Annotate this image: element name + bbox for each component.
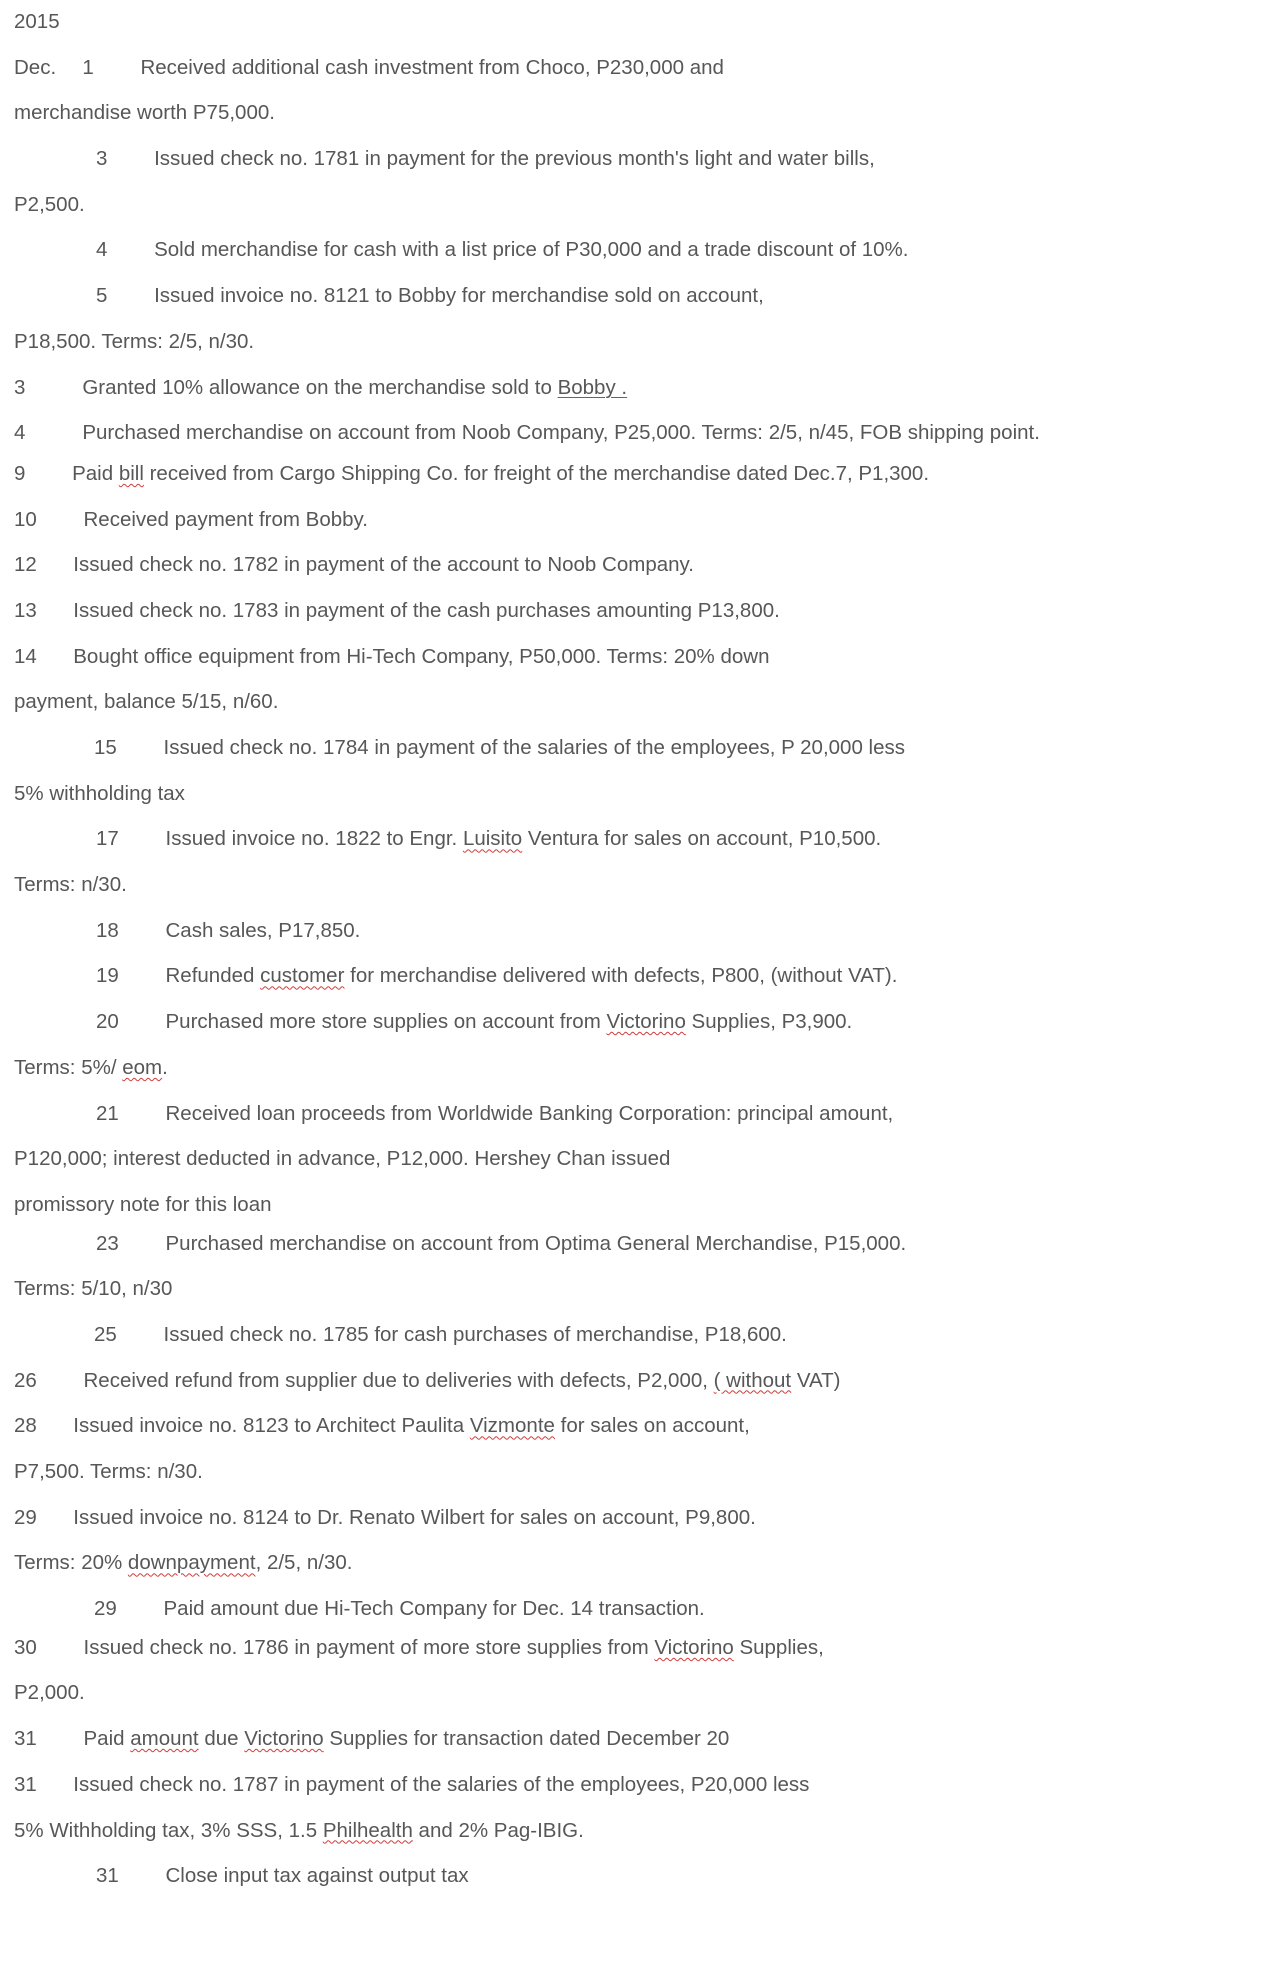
entry-dec20-line1: 20 Purchased more store supplies on acco… (14, 1008, 1254, 1037)
entry-dec15-line2: 5% withholding tax (14, 780, 1254, 809)
entry-dec31d: 31 Close input tax against output tax (14, 1862, 1254, 1891)
entry-dec19-pre: 19 Refunded (96, 964, 260, 987)
entry-dec31c-pre: 5% Withholding tax, 3% SSS, 1.5 (14, 1819, 323, 1842)
entry-dec26-pre: 26 Received refund from supplier due to … (14, 1369, 714, 1392)
entry-dec9: 9 Paid bill received from Cargo Shipping… (14, 460, 1254, 489)
entry-dec20-line2: Terms: 5%/ eom. (14, 1054, 1254, 1083)
entry-dec15-line1: 15 Issued check no. 1784 in payment of t… (14, 734, 1254, 763)
entry-dec3b-pre: 3 Granted 10% allowance on the merchandi… (14, 376, 558, 399)
entry-dec25: 25 Issued check no. 1785 for cash purcha… (14, 1321, 1254, 1350)
entry-dec30-line2: P2,000. (14, 1679, 1254, 1708)
downpayment-underline: downpayment (128, 1551, 256, 1574)
entry-dec10: 10 Received payment from Bobby. (14, 506, 1254, 535)
entry-dec17-line1: 17 Issued invoice no. 1822 to Engr. Luis… (14, 825, 1254, 854)
entry-dec1-line1: Dec. 1 Received additional cash investme… (14, 54, 1254, 83)
entry-dec30-pre: 30 Issued check no. 1786 in payment of m… (14, 1636, 654, 1659)
entry-dec29c: 29 Paid amount due Hi-Tech Company for D… (14, 1595, 1254, 1624)
entry-dec20b-pre: Terms: 5%/ (14, 1056, 122, 1079)
victorino-underline-1: Victorino (606, 1010, 685, 1033)
entry-dec17-post: Ventura for sales on account, P10,500. (522, 827, 881, 850)
luisito-underline: Luisito (463, 827, 522, 850)
entry-dec28-line2: P7,500. Terms: n/30. (14, 1458, 1254, 1487)
entry-dec30-line1: 30 Issued check no. 1786 in payment of m… (14, 1634, 1254, 1663)
entry-dec3-line1: 3 Issued check no. 1781 in payment for t… (14, 145, 1254, 174)
entry-dec18: 18 Cash sales, P17,850. (14, 917, 1254, 946)
victorino-underline-2: Victorino (654, 1636, 733, 1659)
entry-dec20b-post: . (162, 1056, 168, 1079)
entry-dec28-line1: 28 Issued invoice no. 8123 to Architect … (14, 1412, 1254, 1441)
entry-dec9-post: received from Cargo Shipping Co. for fre… (144, 462, 929, 485)
entry-dec5-line1: 5 Issued invoice no. 8121 to Bobby for m… (14, 282, 1254, 311)
vizmonte-underline: Vizmonte (470, 1414, 555, 1437)
entry-dec20-post: Supplies, P3,900. (686, 1010, 852, 1033)
entry-dec28-post: for sales on account, (555, 1414, 750, 1437)
entry-dec3-line2: P2,500. (14, 191, 1254, 220)
entry-dec31a-mid: due (199, 1727, 245, 1750)
eom-underline: eom (122, 1056, 162, 1079)
entry-dec1-line2: merchandise worth P75,000. (14, 99, 1254, 128)
entry-dec31a: 31 Paid amount due Victorino Supplies fo… (14, 1725, 1254, 1754)
entry-dec21-line1: 21 Received loan proceeds from Worldwide… (14, 1100, 1254, 1129)
entry-dec19: 19 Refunded customer for merchandise del… (14, 962, 1254, 991)
entry-dec26-post: VAT) (791, 1369, 840, 1392)
entry-dec23-line2: Terms: 5/10, n/30 (14, 1275, 1254, 1304)
entry-dec29b-post: , 2/5, n/30. (256, 1551, 353, 1574)
entry-dec29b-pre: Terms: 20% (14, 1551, 128, 1574)
entry-dec14-line2: payment, balance 5/15, n/60. (14, 688, 1254, 717)
entry-dec21-line3: promissory note for this loan (14, 1191, 1254, 1220)
entry-dec4: 4 Sold merchandise for cash with a list … (14, 236, 1254, 265)
entry-dec13: 13 Issued check no. 1783 in payment of t… (14, 597, 1254, 626)
entry-dec17-line2: Terms: n/30. (14, 871, 1254, 900)
entry-dec26: 26 Received refund from supplier due to … (14, 1367, 1254, 1396)
entry-dec29-line2: Terms: 20% downpayment, 2/5, n/30. (14, 1549, 1254, 1578)
entry-dec31a-pre: 31 Paid (14, 1727, 130, 1750)
entry-dec12: 12 Issued check no. 1782 in payment of t… (14, 551, 1254, 580)
entry-dec5-line2: P18,500. Terms: 2/5, n/30. (14, 328, 1254, 357)
entry-dec29-line1: 29 Issued invoice no. 8124 to Dr. Renato… (14, 1504, 1254, 1533)
amount-underline: amount (130, 1727, 198, 1750)
entry-dec19-post: for merchandise delivered with defects, … (344, 964, 897, 987)
entry-dec30-post: Supplies, (734, 1636, 824, 1659)
entry-dec14-line1: 14 Bought office equipment from Hi-Tech … (14, 643, 1254, 672)
entry-dec31c: 5% Withholding tax, 3% SSS, 1.5 Philheal… (14, 1817, 1254, 1846)
entry-dec3b: 3 Granted 10% allowance on the merchandi… (14, 374, 1254, 403)
entry-dec31a-post: Supplies for transaction dated December … (324, 1727, 730, 1750)
customer-underline: customer (260, 964, 344, 987)
entry-dec31c-post: and 2% Pag-IBIG. (413, 1819, 584, 1842)
bobby-underline: Bobby . (558, 376, 628, 399)
bill-underline: bill (119, 462, 144, 485)
entry-dec4b: 4 Purchased merchandise on account from … (14, 419, 1254, 448)
philhealth-underline: Philhealth (323, 1819, 413, 1842)
entry-dec23-line1: 23 Purchased merchandise on account from… (14, 1230, 1254, 1259)
entry-dec21-line2: P120,000; interest deducted in advance, … (14, 1145, 1254, 1174)
entry-dec9-pre: 9 Paid (14, 462, 119, 485)
entry-dec20-pre: 20 Purchased more store supplies on acco… (96, 1010, 606, 1033)
year-heading: 2015 (14, 8, 1254, 37)
entry-dec28-pre: 28 Issued invoice no. 8123 to Architect … (14, 1414, 470, 1437)
entry-dec31b: 31 Issued check no. 1787 in payment of t… (14, 1771, 1254, 1800)
victorino-underline-3: Victorino (244, 1727, 323, 1750)
without-underline: ( without (714, 1369, 791, 1392)
entry-dec17-pre: 17 Issued invoice no. 1822 to Engr. (96, 827, 463, 850)
